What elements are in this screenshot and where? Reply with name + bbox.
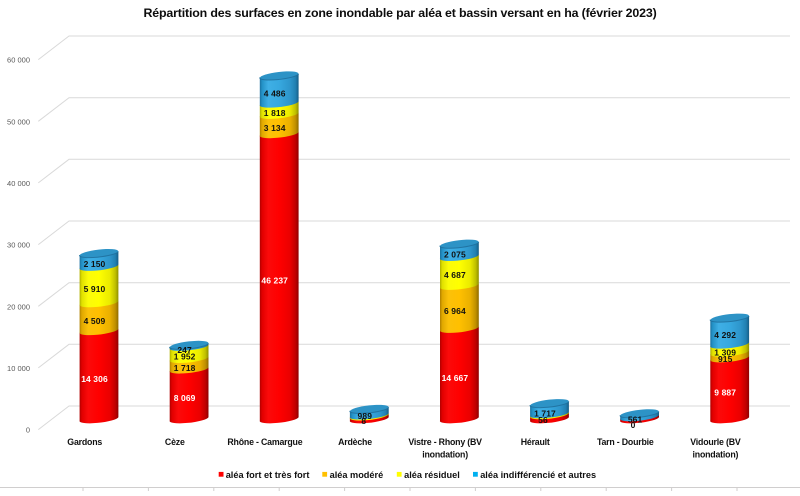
svg-text:Hérault: Hérault [521, 437, 550, 447]
svg-text:1 309: 1 309 [714, 347, 736, 357]
svg-text:6 964: 6 964 [444, 306, 466, 316]
svg-text:1 718: 1 718 [174, 363, 196, 373]
svg-text:2 075: 2 075 [444, 249, 466, 259]
svg-text:inondation): inondation) [422, 449, 468, 459]
svg-text:30 000: 30 000 [7, 241, 30, 250]
svg-text:Cèze: Cèze [165, 437, 185, 447]
svg-text:50 000: 50 000 [7, 117, 30, 126]
svg-text:aléa résiduel: aléa résiduel [404, 470, 460, 480]
svg-text:Gardons: Gardons [67, 437, 102, 447]
svg-text:1 818: 1 818 [264, 108, 286, 118]
svg-text:aléa fort et très fort: aléa fort et très fort [226, 470, 310, 480]
svg-text:915: 915 [718, 354, 733, 364]
svg-text:inondation): inondation) [693, 449, 739, 459]
svg-text:46 237: 46 237 [261, 275, 288, 285]
svg-text:4 486: 4 486 [264, 89, 286, 99]
svg-text:aléa indifférencié et autres: aléa indifférencié et autres [480, 470, 596, 480]
svg-text:Vidourle (BV: Vidourle (BV [690, 437, 741, 447]
svg-text:Vistre - Rhony (BV: Vistre - Rhony (BV [408, 437, 482, 447]
svg-text:989: 989 [358, 411, 373, 421]
svg-text:Ardèche: Ardèche [338, 437, 372, 447]
svg-text:8 069: 8 069 [174, 393, 196, 403]
svg-text:4 509: 4 509 [84, 316, 106, 326]
svg-text:561: 561 [628, 414, 643, 424]
svg-text:0: 0 [26, 426, 30, 435]
svg-text:2 150: 2 150 [84, 259, 106, 269]
svg-text:4 687: 4 687 [444, 270, 466, 280]
svg-text:aléa modéré: aléa modéré [330, 470, 384, 480]
svg-text:Rhône - Camargue: Rhône - Camargue [227, 437, 302, 447]
svg-text:Répartition des surfaces en zo: Répartition des surfaces en zone inondab… [143, 6, 656, 20]
svg-text:3 134: 3 134 [264, 123, 286, 133]
svg-text:5 910: 5 910 [84, 284, 106, 294]
svg-text:10 000: 10 000 [7, 364, 30, 373]
svg-text:4 292: 4 292 [714, 330, 736, 340]
svg-text:60 000: 60 000 [7, 56, 30, 65]
svg-text:14 667: 14 667 [442, 373, 469, 383]
svg-text:1 952: 1 952 [174, 352, 196, 362]
svg-text:8: 8 [361, 416, 366, 426]
svg-text:1 717: 1 717 [534, 409, 556, 419]
svg-text:40 000: 40 000 [7, 179, 30, 188]
svg-text:9 887: 9 887 [714, 388, 736, 398]
svg-text:56: 56 [538, 415, 548, 425]
svg-text:247: 247 [177, 345, 192, 355]
svg-text:20 000: 20 000 [7, 302, 30, 311]
svg-text:Tarn - Dourbie: Tarn - Dourbie [597, 437, 654, 447]
svg-text:0: 0 [631, 420, 636, 430]
svg-text:14 306: 14 306 [81, 374, 108, 384]
